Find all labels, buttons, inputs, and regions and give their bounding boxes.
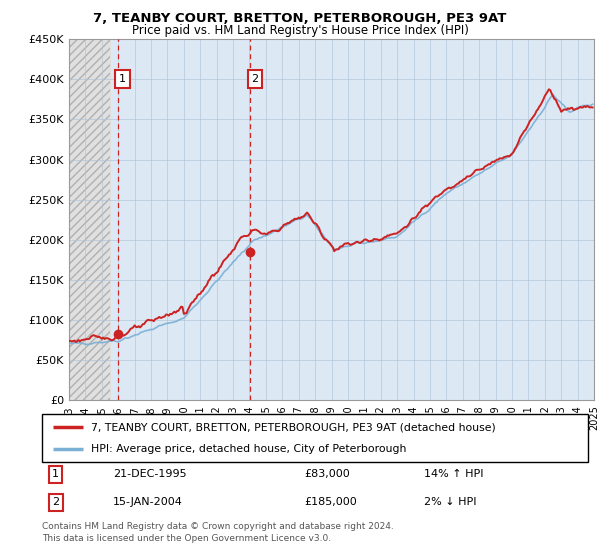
Text: 14% ↑ HPI: 14% ↑ HPI bbox=[424, 469, 484, 479]
Text: HPI: Average price, detached house, City of Peterborough: HPI: Average price, detached house, City… bbox=[91, 444, 407, 454]
Text: 7, TEANBY COURT, BRETTON, PETERBOROUGH, PE3 9AT: 7, TEANBY COURT, BRETTON, PETERBOROUGH, … bbox=[94, 12, 506, 25]
Text: 15-JAN-2004: 15-JAN-2004 bbox=[113, 497, 183, 507]
Text: 21-DEC-1995: 21-DEC-1995 bbox=[113, 469, 187, 479]
Bar bbox=[69, 39, 110, 400]
Text: 2: 2 bbox=[52, 497, 59, 507]
Text: 1: 1 bbox=[119, 74, 126, 85]
Text: 7, TEANBY COURT, BRETTON, PETERBOROUGH, PE3 9AT (detached house): 7, TEANBY COURT, BRETTON, PETERBOROUGH, … bbox=[91, 422, 496, 432]
Text: 2% ↓ HPI: 2% ↓ HPI bbox=[424, 497, 476, 507]
Text: £185,000: £185,000 bbox=[304, 497, 357, 507]
Text: Contains HM Land Registry data © Crown copyright and database right 2024.
This d: Contains HM Land Registry data © Crown c… bbox=[42, 522, 394, 543]
Text: 2: 2 bbox=[251, 74, 259, 85]
Text: 1: 1 bbox=[52, 469, 59, 479]
FancyBboxPatch shape bbox=[42, 414, 588, 462]
Text: £83,000: £83,000 bbox=[304, 469, 350, 479]
Bar bbox=[69, 39, 110, 400]
Text: Price paid vs. HM Land Registry's House Price Index (HPI): Price paid vs. HM Land Registry's House … bbox=[131, 24, 469, 37]
